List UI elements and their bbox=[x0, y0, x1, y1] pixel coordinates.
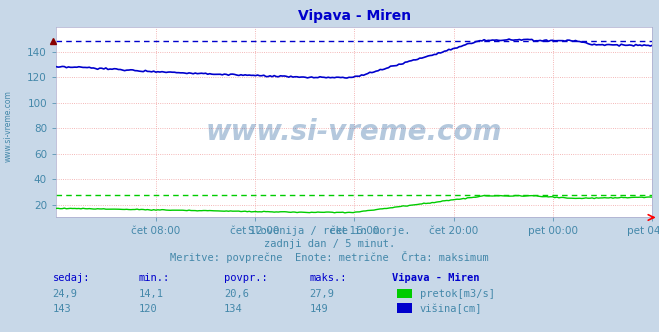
Text: Slovenija / reke in morje.: Slovenija / reke in morje. bbox=[248, 226, 411, 236]
Text: pretok[m3/s]: pretok[m3/s] bbox=[420, 289, 495, 299]
Text: Vipava - Miren: Vipava - Miren bbox=[392, 273, 480, 283]
Text: 134: 134 bbox=[224, 304, 243, 314]
Text: 143: 143 bbox=[53, 304, 71, 314]
Text: www.si-vreme.com: www.si-vreme.com bbox=[206, 118, 502, 145]
Text: maks.:: maks.: bbox=[310, 273, 347, 283]
Text: Meritve: povprečne  Enote: metrične  Črta: maksimum: Meritve: povprečne Enote: metrične Črta:… bbox=[170, 251, 489, 263]
Text: www.si-vreme.com: www.si-vreme.com bbox=[3, 90, 13, 162]
Text: min.:: min.: bbox=[138, 273, 169, 283]
Text: povpr.:: povpr.: bbox=[224, 273, 268, 283]
Text: višina[cm]: višina[cm] bbox=[420, 304, 482, 314]
Text: 149: 149 bbox=[310, 304, 328, 314]
Text: 120: 120 bbox=[138, 304, 157, 314]
Text: 24,9: 24,9 bbox=[53, 289, 78, 299]
Title: Vipava - Miren: Vipava - Miren bbox=[298, 9, 411, 23]
Text: zadnji dan / 5 minut.: zadnji dan / 5 minut. bbox=[264, 239, 395, 249]
Text: 14,1: 14,1 bbox=[138, 289, 163, 299]
Text: 27,9: 27,9 bbox=[310, 289, 335, 299]
Text: 20,6: 20,6 bbox=[224, 289, 249, 299]
Text: sedaj:: sedaj: bbox=[53, 273, 90, 283]
